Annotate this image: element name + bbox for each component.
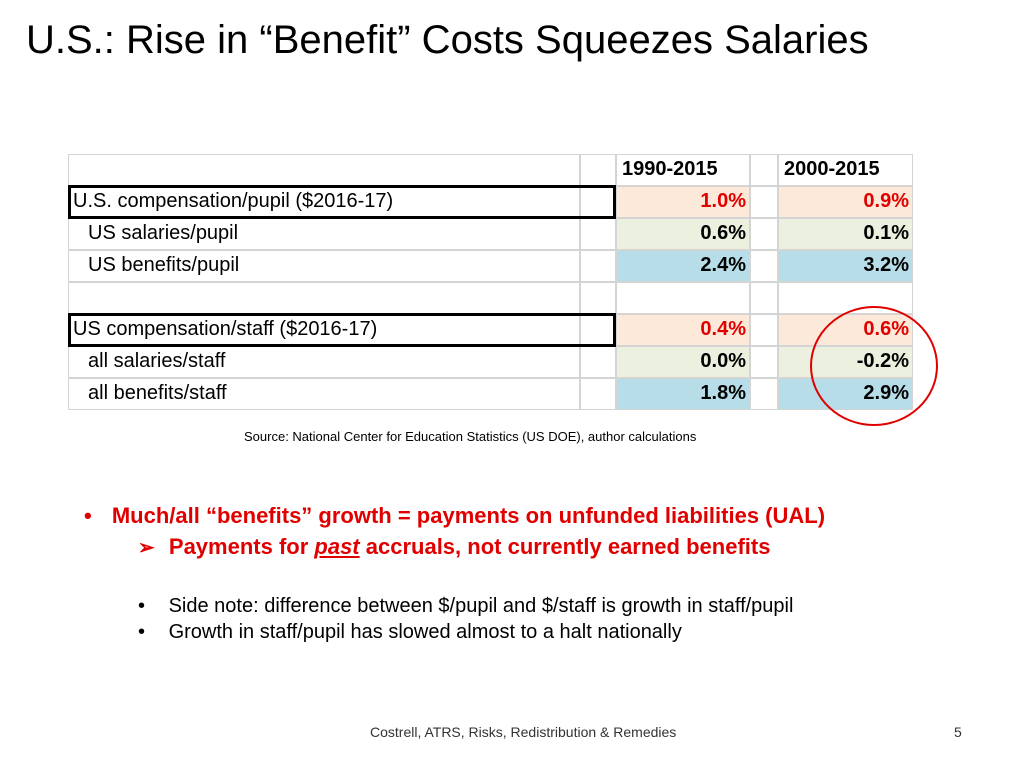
- row-spacer-cell: [580, 378, 616, 410]
- bullet-main: • Much/all “benefits” growth = payments …: [84, 503, 825, 529]
- row-label: US compensation/staff ($2016-17): [73, 318, 378, 340]
- row-spacer-cell: [750, 346, 778, 378]
- emphasis-past: past: [314, 534, 360, 559]
- bullet-sub: ➢ Payments for past accruals, not curren…: [138, 534, 770, 560]
- row-label-cell: [68, 378, 580, 410]
- row-label-cell: [68, 250, 580, 282]
- row-label-cell: [68, 282, 580, 314]
- header-1990-2015: 1990-2015: [622, 158, 718, 180]
- compensation-row-border: [68, 313, 616, 347]
- row-value-2000-2015: 0.9%: [863, 190, 909, 212]
- bullet-dot: •: [84, 503, 92, 528]
- page-number: 5: [954, 724, 962, 740]
- row-label: U.S. compensation/pupil ($2016-17): [73, 190, 394, 212]
- bullet-dot: •: [138, 595, 146, 617]
- bullet-note-1: • Side note: difference between $/pupil …: [138, 595, 793, 618]
- row-value-cell-1: [616, 282, 750, 314]
- row-value-1990-2015: 1.8%: [700, 382, 746, 404]
- row-spacer-cell: [750, 186, 778, 218]
- row-label: all benefits/staff: [88, 382, 227, 404]
- bullet-note-1-text: Side note: difference between $/pupil an…: [168, 595, 794, 617]
- footer-text: Costrell, ATRS, Risks, Redistribution & …: [370, 724, 677, 740]
- row-value-cell-1: [616, 186, 750, 218]
- data-table: 1990-2015 2000-2015 U.S. compensation/pupi…: [68, 154, 913, 414]
- row-label: US benefits/pupil: [88, 254, 240, 276]
- row-value-2000-2015: 0.1%: [863, 222, 909, 244]
- row-value-2000-2015: 3.2%: [863, 254, 909, 276]
- header-cell-label: [68, 154, 580, 186]
- header-cell-spacer: [580, 154, 616, 186]
- row-spacer-cell: [580, 250, 616, 282]
- header-cell-spacer: [750, 154, 778, 186]
- row-value-cell-1: [616, 250, 750, 282]
- bullet-note-2: • Growth in staff/pupil has slowed almos…: [138, 621, 682, 644]
- highlight-circle: [810, 306, 938, 426]
- row-value-cell-1: [616, 346, 750, 378]
- row-spacer-cell: [750, 218, 778, 250]
- row-label: US salaries/pupil: [88, 222, 239, 244]
- row-value-cell-1: [616, 218, 750, 250]
- header-2000-2015: 2000-2015: [784, 158, 880, 180]
- row-value-cell-2: [778, 186, 913, 218]
- row-spacer-cell: [750, 250, 778, 282]
- slide-title: U.S.: Rise in “Benefit” Costs Squeezes S…: [26, 18, 869, 62]
- row-spacer-cell: [580, 346, 616, 378]
- row-label: all salaries/staff: [88, 350, 226, 372]
- arrow-bullet-icon: ➢: [138, 537, 155, 559]
- row-spacer-cell: [580, 218, 616, 250]
- row-value-1990-2015: 0.4%: [700, 318, 746, 340]
- bullet-note-2-text: Growth in staff/pupil has slowed almost …: [168, 621, 682, 643]
- bullet-dot: •: [138, 621, 146, 643]
- row-value-1990-2015: 1.0%: [700, 190, 746, 212]
- row-value-cell-1: [616, 378, 750, 410]
- row-spacer-cell: [750, 282, 778, 314]
- row-spacer-cell: [750, 314, 778, 346]
- bullet-sub-text: Payments for past accruals, not currentl…: [168, 534, 771, 559]
- header-cell-1990-2015: [616, 154, 750, 186]
- bullet-main-text: Much/all “benefits” growth = payments on…: [111, 503, 826, 528]
- row-value-cell-2: [778, 250, 913, 282]
- row-value-cell-1: [616, 314, 750, 346]
- row-value-cell-2: [778, 218, 913, 250]
- header-cell-2000-2015: [778, 154, 913, 186]
- row-value-1990-2015: 0.6%: [700, 222, 746, 244]
- compensation-row-border: [68, 185, 616, 219]
- row-value-1990-2015: 0.0%: [700, 350, 746, 372]
- row-value-1990-2015: 2.4%: [700, 254, 746, 276]
- row-spacer-cell: [580, 282, 616, 314]
- row-spacer-cell: [750, 378, 778, 410]
- source-note: Source: National Center for Education St…: [244, 429, 697, 444]
